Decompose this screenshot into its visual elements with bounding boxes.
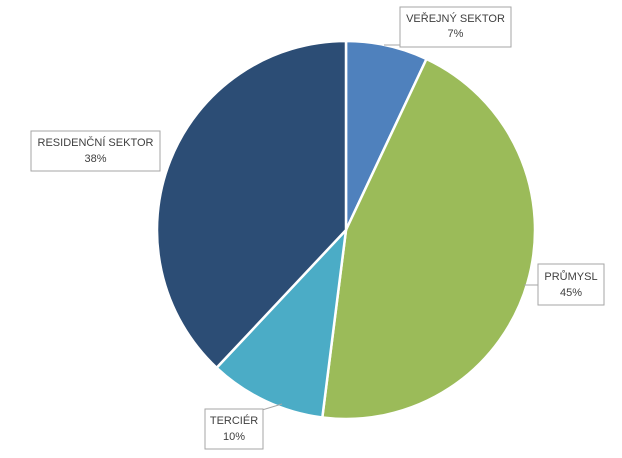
slice-value-tercier: 10% (223, 431, 245, 443)
pie-slices (155, 39, 537, 421)
callout-box-tercier (204, 408, 264, 450)
callout-tercier: TERCIÉR 10% (204, 403, 283, 450)
pie-slice-prumysl (320, 57, 537, 421)
callout-prumysl: PRŮMYSL 45% (524, 263, 605, 306)
slice-value-residencni-sektor: 38% (84, 153, 106, 165)
slice-value-verejny-sektor: 7% (448, 28, 464, 40)
callout-box-prumysl (537, 263, 605, 306)
slice-label-prumysl: PRŮMYSL (544, 270, 597, 283)
callout-residencni-sektor: RESIDENČNÍ SEKTOR 38% (30, 130, 161, 172)
callout-verejny-sektor: VEŘEJNÝ SEKTOR 7% (384, 6, 512, 48)
slice-label-residencni-sektor: RESIDENČNÍ SEKTOR (38, 136, 154, 149)
callout-box-verejny-sektor (399, 6, 512, 48)
pie-callouts: VEŘEJNÝ SEKTOR 7% PRŮMYSL 45% TERCIÉR 10… (30, 6, 605, 450)
callout-box-residencni-sektor (30, 130, 161, 172)
pie-slice-tercier (214, 226, 348, 419)
slice-label-tercier: TERCIÉR (210, 414, 258, 427)
slice-value-prumysl: 45% (560, 287, 582, 299)
slice-label-verejny-sektor: VEŘEJNÝ SEKTOR (406, 12, 505, 25)
pie-slice-residencni-sektor (155, 39, 348, 370)
